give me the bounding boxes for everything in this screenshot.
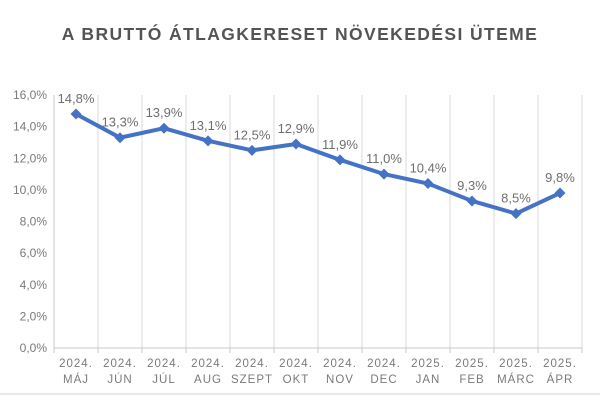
x-axis-tick-label-month: AUG xyxy=(194,374,222,386)
x-axis-tick-label-month: ÁPR xyxy=(547,373,574,386)
bottom-divider xyxy=(0,393,600,395)
data-point-label: 11,9% xyxy=(322,137,358,152)
y-axis-tick-label: 0,0% xyxy=(20,341,48,355)
x-axis-tick-label-year: 2025. xyxy=(543,358,577,370)
y-axis-tick-label: 4,0% xyxy=(20,278,48,292)
x-axis-tick-label-month: JÚN xyxy=(107,373,132,386)
data-point-label: 14,8% xyxy=(58,91,95,106)
data-point-label: 11,0% xyxy=(366,151,402,166)
x-axis-tick-label-month: NOV xyxy=(326,374,354,386)
y-axis-tick-label: 10,0% xyxy=(13,183,47,197)
x-axis-tick-label-month: MÁJ xyxy=(63,373,89,386)
data-point-marker xyxy=(202,135,214,147)
x-axis-tick-label-month: FEB xyxy=(459,374,484,386)
series-line xyxy=(74,111,562,216)
data-point-label: 8,5% xyxy=(501,191,531,206)
x-axis-tick-label-year: 2024. xyxy=(191,358,225,370)
x-axis-tick-label-month: OKT xyxy=(283,374,310,386)
y-axis-tick-label: 8,0% xyxy=(20,215,48,229)
data-point-marker xyxy=(554,187,566,199)
data-point-marker xyxy=(114,132,126,144)
x-axis-tick-label-year: 2024. xyxy=(147,358,181,370)
data-point-marker xyxy=(290,138,302,150)
x-axis-tick-label-month: MÁRC xyxy=(497,373,535,386)
data-point-label: 10,4% xyxy=(410,161,447,176)
data-point-marker xyxy=(466,195,478,207)
x-axis-tick-label-month: SZEPT xyxy=(231,374,273,386)
data-point-label: 13,1% xyxy=(190,118,227,133)
x-axis-tick-label-year: 2025. xyxy=(411,358,445,370)
y-axis-tick-label: 6,0% xyxy=(20,246,48,260)
data-point-marker xyxy=(158,122,170,134)
y-axis-tick-label: 12,0% xyxy=(13,151,47,165)
chart-title: A BRUTTÓ ÁTLAGKERESET NÖVEKEDÉSI ÜTEME xyxy=(61,24,539,44)
y-axis-tick-label: 14,0% xyxy=(13,120,47,134)
data-point-marker xyxy=(378,168,390,180)
x-axis-tick-label-year: 2024. xyxy=(103,358,137,370)
data-point-marker xyxy=(70,108,82,120)
data-point-label: 13,9% xyxy=(146,105,183,120)
data-point-marker xyxy=(246,144,258,156)
data-point-label: 12,5% xyxy=(234,127,271,142)
data-point-marker xyxy=(510,208,522,220)
data-point-label: 13,3% xyxy=(102,115,139,130)
data-point-label: 9,3% xyxy=(457,178,487,193)
x-axis-tick-label-month: JÚL xyxy=(152,373,175,386)
x-axis-tick-label-year: 2024. xyxy=(323,358,357,370)
x-axis-tick-label-year: 2024. xyxy=(367,358,401,370)
x-axis-tick-label-year: 2025. xyxy=(499,358,533,370)
y-axis-tick-label: 2,0% xyxy=(20,309,48,323)
data-point-label: 9,8% xyxy=(545,170,575,185)
x-axis-tick-label-month: JAN xyxy=(416,374,441,386)
x-axis-tick-label-year: 2024. xyxy=(59,358,93,370)
x-axis-tick-label-month: DEC xyxy=(370,374,397,386)
data-point-label: 12,9% xyxy=(278,121,315,136)
x-axis-tick-label-year: 2025. xyxy=(455,358,489,370)
x-axis-tick-label-year: 2024. xyxy=(279,358,313,370)
x-axis-tick-label-year: 2024. xyxy=(235,358,269,370)
y-axis-tick-label: 16,0% xyxy=(13,88,47,102)
data-point-marker xyxy=(422,178,434,190)
data-point-marker xyxy=(334,154,346,166)
